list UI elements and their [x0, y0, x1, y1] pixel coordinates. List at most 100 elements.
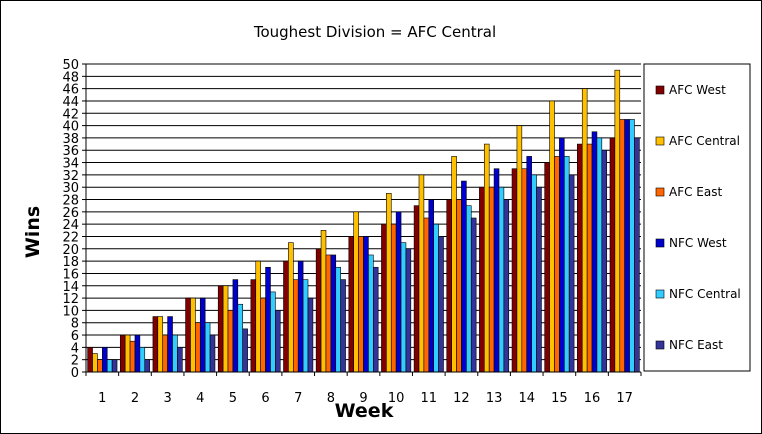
bar [162, 334, 168, 373]
bar [390, 223, 397, 373]
bar [297, 260, 304, 373]
y-tick-label: 8 [71, 317, 79, 332]
bar [199, 297, 206, 373]
bar [134, 334, 141, 373]
y-tick-label: 10 [62, 304, 79, 319]
bar [461, 180, 467, 373]
bar [423, 217, 430, 373]
x-tick-label: 8 [327, 391, 335, 406]
bar [325, 254, 332, 373]
y-tick-label: 20 [62, 243, 79, 258]
y-axis-label: Wins [22, 206, 44, 258]
legend-label: NFC Central [669, 287, 741, 301]
y-tick-label: 18 [62, 255, 79, 270]
x-tick-label: 15 [551, 391, 568, 406]
bar [395, 211, 402, 373]
bar [577, 143, 583, 373]
bar [358, 236, 364, 373]
bar [536, 186, 542, 373]
legend-swatch [655, 136, 665, 146]
bar [255, 260, 261, 373]
bar [493, 168, 500, 373]
y-tick-label: 40 [62, 120, 79, 135]
bar [232, 279, 239, 373]
bar [348, 236, 355, 373]
bar [451, 156, 457, 373]
y-tick-label: 28 [62, 194, 79, 209]
bar [87, 347, 93, 373]
bar [479, 186, 485, 373]
bar [614, 69, 621, 373]
legend-swatch [655, 289, 665, 299]
bar [190, 297, 196, 373]
bar [270, 291, 276, 373]
bar [330, 254, 337, 373]
bar [405, 248, 412, 373]
x-axis-label: Week [335, 400, 394, 422]
bar [204, 322, 211, 373]
bar [307, 297, 314, 373]
bar [413, 205, 420, 373]
bar [209, 334, 216, 373]
x-tick-label: 7 [294, 391, 302, 406]
bar [466, 205, 472, 373]
y-tick-label: 26 [62, 206, 79, 221]
y-tick-label: 46 [62, 83, 79, 98]
x-tick-label: 9 [359, 391, 367, 406]
bar [544, 162, 550, 373]
x-tick-label: 14 [518, 391, 535, 406]
bar [511, 168, 518, 373]
bar [563, 156, 570, 373]
bar [302, 279, 309, 373]
legend-label: AFC East [669, 185, 722, 199]
bar [601, 149, 608, 373]
x-tick-label: 13 [486, 391, 503, 406]
legend-swatch [655, 238, 665, 248]
bar [609, 137, 616, 373]
bar [596, 137, 603, 373]
bar [400, 242, 407, 373]
bar [581, 88, 588, 373]
bar [222, 285, 229, 373]
bar [498, 186, 505, 373]
bar [195, 322, 201, 373]
bar [619, 119, 625, 373]
bar [488, 186, 495, 373]
x-tick-label: 2 [131, 391, 139, 406]
y-tick-label: 24 [62, 218, 79, 233]
bar [470, 217, 477, 373]
bar [283, 260, 289, 373]
bar [353, 211, 359, 373]
bar [372, 266, 379, 373]
bar [275, 310, 281, 373]
bar [172, 334, 178, 373]
bar [92, 353, 98, 373]
bar [516, 125, 523, 373]
bar [521, 168, 528, 373]
x-tick-label: 5 [229, 391, 237, 406]
y-tick-label: 38 [62, 132, 79, 147]
x-tick-label: 3 [163, 391, 171, 406]
x-tick-label: 6 [261, 391, 269, 406]
legend-label: AFC Central [669, 134, 740, 148]
bar [624, 119, 630, 373]
y-tick-label: 14 [62, 280, 79, 295]
legend-label: NFC East [669, 338, 723, 352]
chart-title: Toughest Division = AFC Central [253, 23, 496, 41]
bar [177, 347, 183, 373]
bar [217, 285, 224, 373]
bar [315, 248, 322, 373]
bar [483, 143, 490, 373]
bar [418, 174, 425, 373]
bar [288, 242, 294, 373]
x-tick-label: 10 [388, 391, 405, 406]
bar [250, 279, 257, 373]
legend-box [643, 63, 751, 372]
bar [293, 279, 299, 373]
bar [139, 347, 146, 373]
y-tick-label: 48 [62, 70, 79, 85]
bar [335, 266, 341, 373]
legend-swatch [655, 187, 665, 197]
y-tick-label: 36 [62, 144, 79, 159]
